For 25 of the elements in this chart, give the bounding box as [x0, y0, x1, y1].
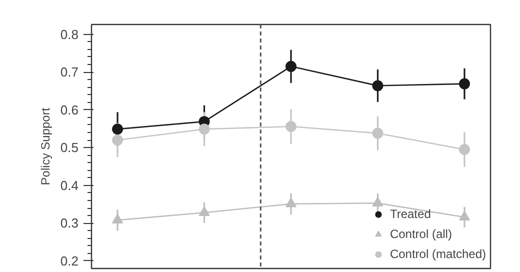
point	[372, 128, 384, 139]
point	[286, 198, 296, 208]
y-tick-label: 0.8	[60, 26, 79, 42]
point	[372, 80, 384, 92]
point	[286, 60, 296, 72]
point	[112, 134, 124, 146]
point	[286, 120, 296, 132]
legend-label: Control (matched)	[390, 247, 486, 261]
y-tick-label: 0.3	[60, 216, 79, 231]
y-tick-label: 0.5	[60, 140, 79, 156]
point	[198, 124, 210, 135]
y-axis-title: Policy Support	[38, 107, 52, 186]
point	[198, 206, 210, 216]
y-tick-label: 0.4	[60, 178, 79, 193]
legend-label: Treated	[390, 207, 431, 221]
y-tick-label: 0.2	[60, 253, 79, 268]
point	[112, 124, 124, 135]
point	[458, 78, 470, 90]
point	[112, 214, 124, 224]
point	[458, 144, 470, 156]
y-tick-label: 0.7	[60, 64, 79, 80]
y-tick-label: 0.6	[60, 102, 79, 118]
point	[458, 210, 470, 221]
point	[372, 196, 384, 207]
legend-label: Control (all)	[390, 227, 452, 241]
